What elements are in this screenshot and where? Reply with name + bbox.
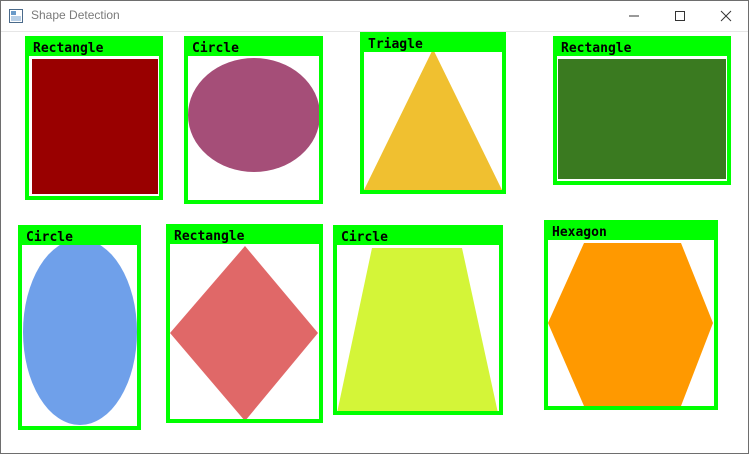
detection-2: Circle [184, 36, 323, 204]
detection-label: Rectangle [561, 41, 632, 56]
detection-7: Circle [333, 225, 503, 415]
close-button[interactable] [703, 1, 749, 31]
detection-label: Triagle [368, 37, 423, 52]
maximize-icon [675, 11, 685, 21]
label-background [546, 222, 716, 240]
detection-6: Rectangle [166, 224, 323, 423]
close-icon [720, 10, 732, 22]
triangle-shape [364, 49, 502, 190]
rectangle-shape [32, 59, 158, 194]
detection-label: Rectangle [33, 41, 104, 56]
detection-label: Circle [341, 230, 388, 245]
ellipse-shape [23, 239, 137, 425]
minimize-icon [629, 15, 639, 17]
detection-5: Circle [18, 225, 141, 430]
label-background [168, 226, 321, 244]
detection-canvas: Rectangle Circle Triagle Rectangle Circle Rec… [18, 32, 731, 430]
label-background [20, 227, 139, 245]
detection-label: Hexagon [552, 225, 607, 240]
detection-label: Rectangle [174, 229, 245, 244]
detection-4: Rectangle [553, 36, 731, 185]
window-app-icon [9, 9, 23, 23]
diamond-shape [170, 246, 318, 421]
window-title: Shape Detection [31, 8, 120, 22]
detection-label: Circle [26, 230, 73, 245]
minimize-button[interactable] [611, 1, 657, 31]
trapezoid-shape [337, 248, 498, 413]
hexagon-shape [548, 243, 713, 406]
detection-8: Hexagon [544, 220, 718, 410]
label-background [555, 38, 729, 56]
detection-3: Triagle [360, 32, 506, 194]
title-bar[interactable]: Shape Detection [1, 1, 748, 32]
label-background [186, 38, 321, 56]
detection-1: Rectangle [25, 36, 163, 200]
label-background [362, 34, 504, 52]
circle-shape [188, 58, 320, 172]
rectangle-shape [558, 59, 726, 179]
detection-label: Circle [192, 41, 239, 56]
label-background [335, 227, 501, 245]
label-background [27, 38, 161, 56]
maximize-button[interactable] [657, 1, 703, 31]
